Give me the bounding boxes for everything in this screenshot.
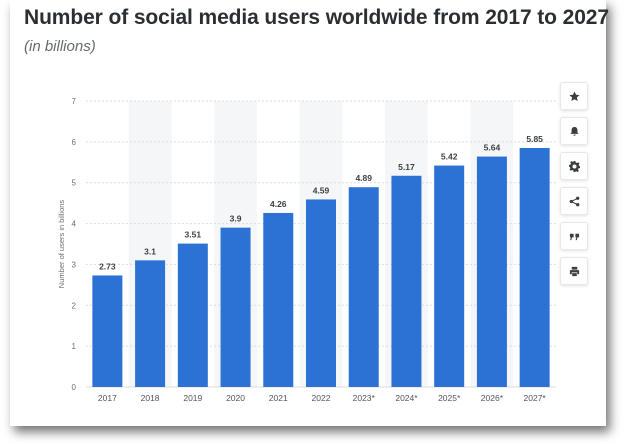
y-tick-label: 4 [72, 220, 77, 229]
star-icon [568, 90, 580, 101]
data-label: 2.73 [99, 261, 116, 271]
bar [263, 212, 294, 387]
bar [177, 243, 208, 387]
print-icon [569, 266, 579, 276]
x-tick-label: 2024* [395, 393, 418, 403]
data-label: 3.51 [185, 230, 202, 240]
share-button[interactable] [560, 187, 588, 215]
x-tick-label: 2019 [183, 393, 202, 403]
x-tick-label: 2020 [226, 393, 245, 403]
x-tick-label: 2017 [98, 393, 117, 403]
bar [391, 175, 422, 387]
data-label: 5.64 [484, 143, 501, 153]
x-tick-label: 2027* [524, 393, 547, 403]
x-tick-label: 2022 [312, 393, 331, 403]
quote-icon [569, 233, 579, 240]
bar-chart: 0 1 2 3 4 5 6 7 Number of users in billions 2.73 2… [57, 97, 556, 403]
bell-icon [569, 126, 579, 136]
x-tick-label: 2018 [141, 393, 160, 403]
y-tick-label: 6 [72, 138, 77, 147]
data-label: 4.59 [313, 185, 330, 195]
y-axis-title: Number of users in billions [57, 200, 66, 289]
y-tick-label: 1 [72, 342, 77, 351]
y-tick-label: 0 [72, 383, 77, 392]
y-tick-label: 7 [72, 97, 77, 106]
settings-button[interactable] [560, 152, 588, 180]
gear-icon [568, 160, 580, 172]
x-tick-label: 2026* [481, 393, 504, 403]
cite-button[interactable] [560, 222, 588, 250]
bar [348, 187, 379, 387]
share-icon [569, 196, 579, 206]
bar [220, 227, 251, 387]
data-label: 5.17 [398, 162, 415, 172]
x-tick-label: 2021 [269, 393, 288, 403]
data-label: 4.26 [270, 199, 287, 209]
y-tick-label: 3 [72, 260, 77, 269]
y-tick-label: 2 [72, 301, 77, 310]
chart-toolbar [560, 82, 588, 292]
page-subtitle: (in billions) [24, 38, 96, 55]
data-label: 4.89 [355, 173, 372, 183]
page-title: Number of social media users worldwide f… [24, 6, 609, 29]
favorite-button[interactable] [560, 82, 588, 110]
data-label: 3.1 [144, 246, 156, 256]
bar [519, 147, 550, 387]
bar [306, 199, 336, 387]
x-tick-label: 2025* [438, 393, 461, 403]
print-button[interactable] [560, 257, 588, 285]
bar [434, 165, 465, 387]
chart-card: Number of social media users worldwide f… [10, 0, 609, 426]
notification-button[interactable] [560, 117, 588, 145]
y-tick-label: 5 [72, 179, 77, 188]
bar [135, 260, 166, 387]
bar [92, 275, 123, 387]
data-label: 3.9 [230, 214, 242, 224]
bar [476, 156, 507, 387]
data-label: 5.85 [526, 134, 543, 144]
data-label: 5.42 [441, 152, 458, 162]
x-tick-label: 2023* [353, 393, 376, 403]
